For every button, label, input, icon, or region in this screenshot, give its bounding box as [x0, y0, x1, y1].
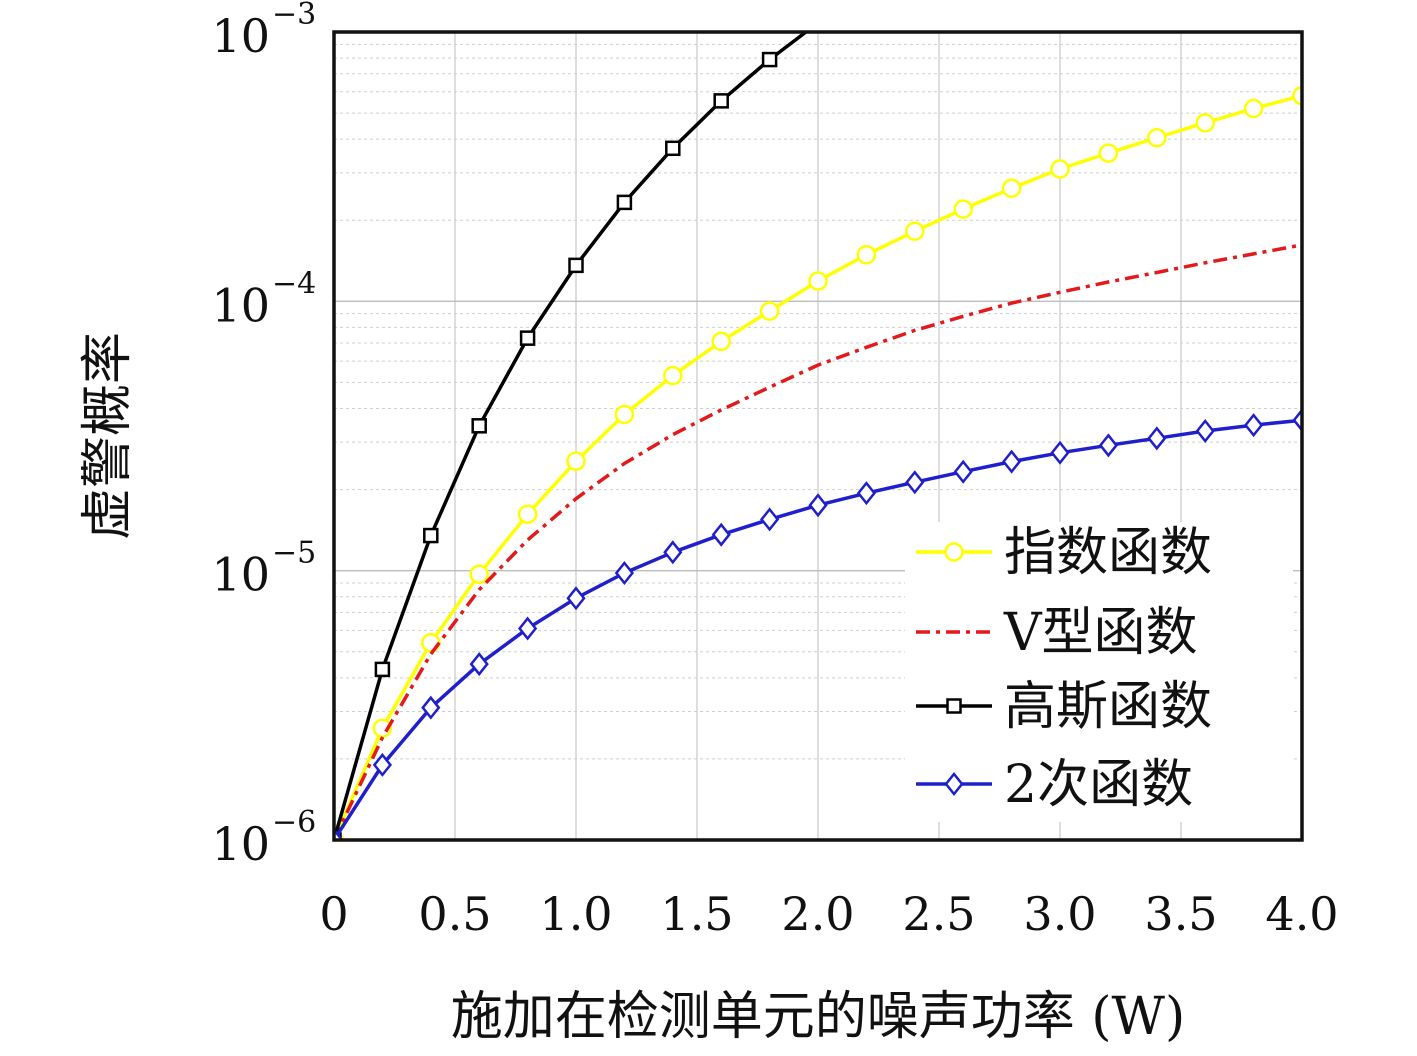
data-point-circle	[808, 271, 828, 291]
y-tick-label: 10	[211, 817, 270, 871]
data-point-circle	[566, 451, 586, 471]
y-axis-label: 虚警概率	[78, 332, 138, 540]
y-tick-labels: 10−610−510−410−3	[211, 0, 316, 871]
data-point-diamond	[759, 507, 780, 532]
data-point-circle	[469, 564, 489, 584]
x-tick-label: 3.5	[1144, 887, 1217, 941]
data-point-diamond	[566, 586, 586, 611]
x-tick-label: 0	[319, 887, 348, 941]
x-tick-label: 2.5	[902, 887, 975, 941]
data-point-square	[946, 698, 962, 714]
data-point-diamond	[372, 752, 393, 777]
data-point-square	[665, 140, 681, 157]
data-point-square	[713, 93, 729, 109]
legend-box	[905, 522, 1293, 822]
data-point-diamond	[905, 470, 925, 495]
x-tick-label: 1.5	[660, 887, 733, 941]
series-circle	[334, 85, 1302, 840]
data-point-diamond	[469, 652, 489, 677]
data-point-square	[761, 51, 778, 68]
data-point-circle	[663, 365, 683, 386]
data-point-circle	[517, 504, 538, 524]
y-tick-label: 10	[211, 548, 270, 602]
data-point-circle	[856, 244, 877, 265]
series-none	[334, 243, 1302, 840]
x-tick-label: 3.0	[1023, 887, 1096, 941]
data-point-circle	[1195, 113, 1215, 133]
x-tick-label: 0.5	[418, 887, 491, 941]
legend-label: V型函数	[1003, 603, 1198, 663]
data-point-square	[568, 257, 584, 274]
x-tick-labels: 0 0.5 1.0 1.5 2.0 2.5 3.0 3.5 4.0	[319, 887, 1338, 941]
data-point-diamond	[1147, 426, 1167, 451]
series-diamond	[334, 408, 1302, 840]
data-point-diamond	[944, 771, 964, 797]
data-point-diamond	[1292, 408, 1302, 433]
data-point-square	[471, 418, 487, 434]
plot-frame	[332, 30, 1304, 842]
data-point-diamond	[421, 695, 441, 720]
data-point-circle	[1098, 143, 1119, 163]
y-tick-exponent: −4	[272, 266, 316, 301]
data-point-diamond	[663, 540, 683, 565]
x-tick-label: 2.0	[781, 887, 854, 941]
legend-label: 高斯函数	[1004, 677, 1212, 737]
series-layer	[334, 32, 1302, 840]
x-axis-label: 施加在检测单元的噪声功率 (W)	[451, 987, 1186, 1047]
data-point-circle	[372, 718, 393, 738]
data-point-diamond	[953, 459, 973, 484]
legend-label: 2次函数	[1004, 755, 1193, 815]
data-point-diamond	[808, 493, 828, 518]
data-point-square	[519, 330, 536, 346]
y-tick-label: 10	[211, 9, 270, 63]
data-point-square	[374, 661, 391, 678]
data-point-diamond	[334, 827, 344, 840]
data-point-diamond	[711, 522, 731, 547]
data-point-circle	[711, 331, 731, 352]
legend-label: 指数函数	[1004, 523, 1212, 583]
data-point-diamond	[856, 481, 877, 506]
data-point-circle	[1001, 178, 1022, 198]
series-square	[334, 32, 807, 840]
data-point-circle	[1243, 98, 1264, 119]
data-point-diamond	[1243, 413, 1264, 438]
data-point-diamond	[614, 561, 635, 586]
series-line	[334, 32, 807, 840]
data-point-circle	[905, 221, 925, 242]
y-tick-label: 10	[211, 278, 270, 332]
data-point-circle	[1050, 159, 1070, 179]
data-point-circle	[759, 301, 780, 321]
data-point-diamond	[1195, 419, 1215, 444]
data-point-diamond	[1098, 433, 1119, 458]
series-line	[334, 243, 1302, 840]
y-tick-exponent: −3	[272, 0, 316, 32]
data-point-circle	[953, 199, 973, 219]
y-tick-exponent: −6	[272, 805, 316, 840]
data-point-diamond	[517, 616, 538, 641]
data-point-circle	[614, 404, 635, 425]
data-point-diamond	[1050, 440, 1070, 465]
x-tick-label: 1.0	[539, 887, 612, 941]
x-tick-label: 4.0	[1265, 887, 1338, 941]
data-point-square	[616, 194, 633, 211]
data-point-diamond	[1001, 449, 1022, 474]
data-point-circle	[1292, 85, 1302, 106]
y-tick-exponent: −5	[272, 536, 316, 571]
data-point-circle	[944, 542, 964, 562]
data-point-square	[423, 527, 439, 544]
data-point-circle	[1147, 127, 1167, 148]
